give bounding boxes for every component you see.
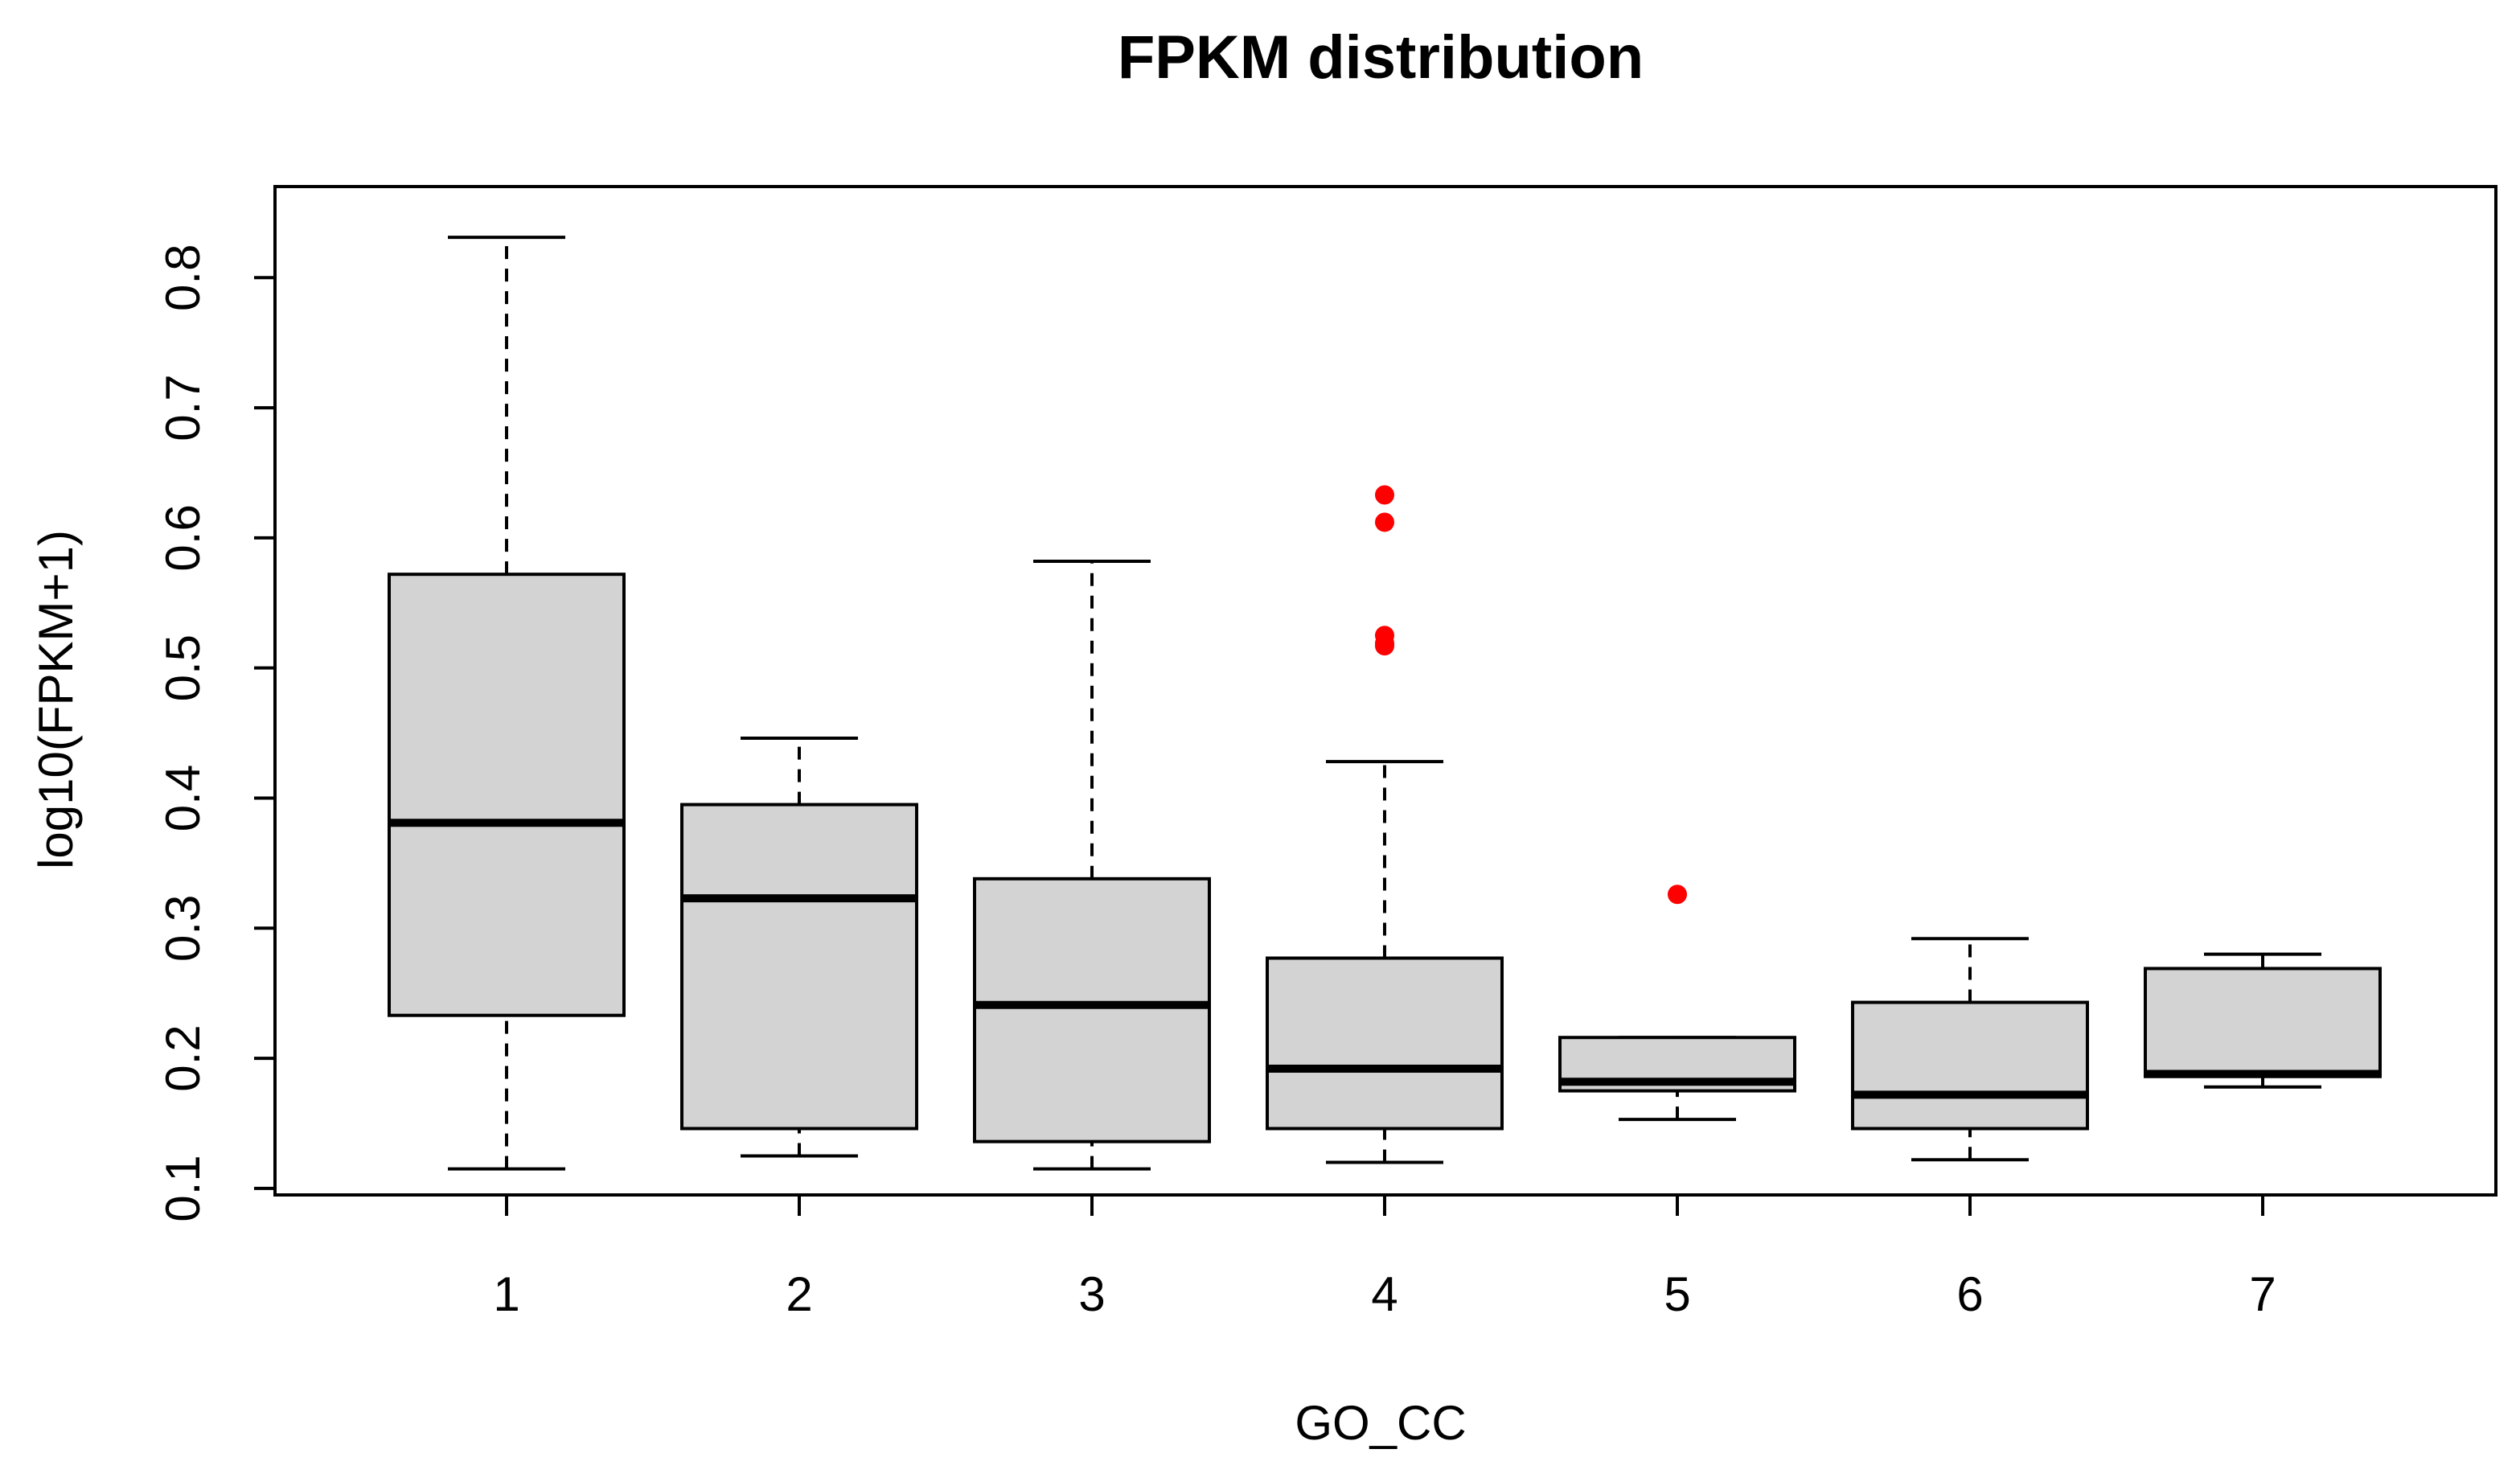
y-tick-label-4: 0.5 bbox=[156, 634, 210, 701]
outlier-5-0 bbox=[1668, 885, 1687, 905]
y-axis: 0.1 0.2 0.3 0.4 0.5 0.6 0.7 0.8 bbox=[156, 244, 277, 1222]
box-5 bbox=[1558, 885, 1796, 1122]
y-tick-label-0: 0.1 bbox=[156, 1155, 210, 1221]
x-tick-label-0: 1 bbox=[493, 1267, 519, 1321]
y-axis-label: log10(FPKM+1) bbox=[29, 530, 83, 869]
y-tick-label-6: 0.7 bbox=[156, 374, 210, 441]
x-tick-label-2: 3 bbox=[1078, 1267, 1105, 1321]
iqr-box-6 bbox=[1851, 1000, 2089, 1131]
boxes-group bbox=[388, 236, 2382, 1171]
x-tick-label-3: 4 bbox=[1371, 1267, 1397, 1321]
x-tick-label-5: 6 bbox=[1956, 1267, 1983, 1321]
box-1 bbox=[388, 236, 626, 1171]
iqr-box-7 bbox=[2144, 967, 2382, 1078]
x-tick-label-6: 7 bbox=[2249, 1267, 2276, 1321]
x-axis-label: GO_CC bbox=[1295, 1396, 1466, 1450]
iqr-box-4 bbox=[1266, 956, 1504, 1131]
box-3 bbox=[973, 560, 1211, 1171]
box-6 bbox=[1851, 937, 2089, 1162]
y-tick-label-3: 0.4 bbox=[156, 765, 210, 831]
x-tick-label-4: 5 bbox=[1664, 1267, 1690, 1321]
iqr-box-3 bbox=[973, 876, 1211, 1143]
box-7 bbox=[2144, 952, 2382, 1089]
iqr-box-1 bbox=[388, 573, 626, 1017]
iqr-box-2 bbox=[680, 803, 918, 1131]
x-tick-label-1: 2 bbox=[786, 1267, 812, 1321]
outlier-4-0 bbox=[1375, 485, 1394, 505]
y-tick-label-2: 0.3 bbox=[156, 895, 210, 962]
outlier-4-4 bbox=[1375, 636, 1394, 656]
y-tick-label-1: 0.2 bbox=[156, 1024, 210, 1091]
box-2 bbox=[680, 737, 918, 1158]
chart-title: FPKM distribution bbox=[1118, 23, 1644, 92]
y-tick-label-7: 0.8 bbox=[156, 244, 210, 311]
box-4 bbox=[1266, 485, 1504, 1164]
y-tick-label-5: 0.6 bbox=[156, 504, 210, 571]
x-axis: 1 2 3 4 5 6 7 bbox=[493, 1193, 2276, 1321]
outlier-4-1 bbox=[1375, 512, 1394, 532]
